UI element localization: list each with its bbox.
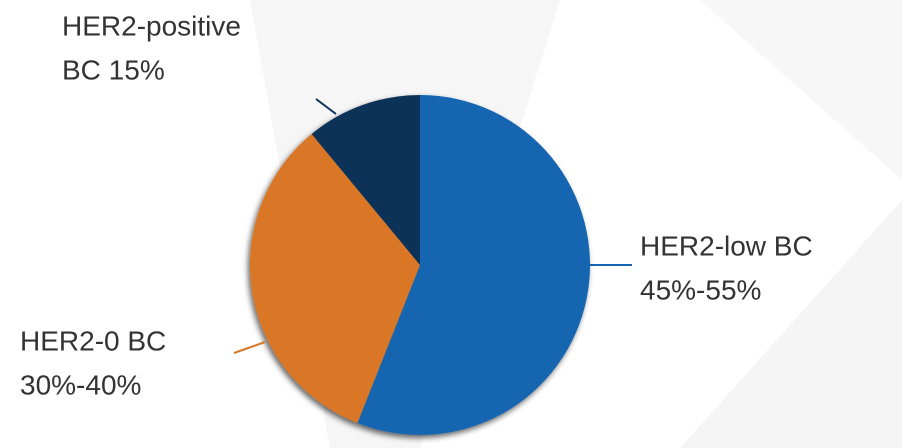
slice-label: HER2-positive — [62, 10, 241, 41]
slice-label: BC 15% — [62, 54, 165, 85]
slice-label: 30%-40% — [20, 369, 141, 400]
slice-label: HER2-low BC — [640, 230, 813, 261]
pie-slice — [357, 95, 590, 436]
labels: HER2-low BC 45%-55% HER2-0 BC 30%-40% HER2-p… — [20, 10, 813, 400]
pie-slice — [250, 134, 420, 424]
pie — [250, 95, 590, 436]
slice-label: 45%-55% — [640, 274, 761, 305]
pie-slice — [311, 95, 420, 265]
leader-line — [233, 341, 266, 354]
leader-line — [315, 98, 337, 115]
slice-label: HER2-0 BC — [20, 325, 166, 356]
